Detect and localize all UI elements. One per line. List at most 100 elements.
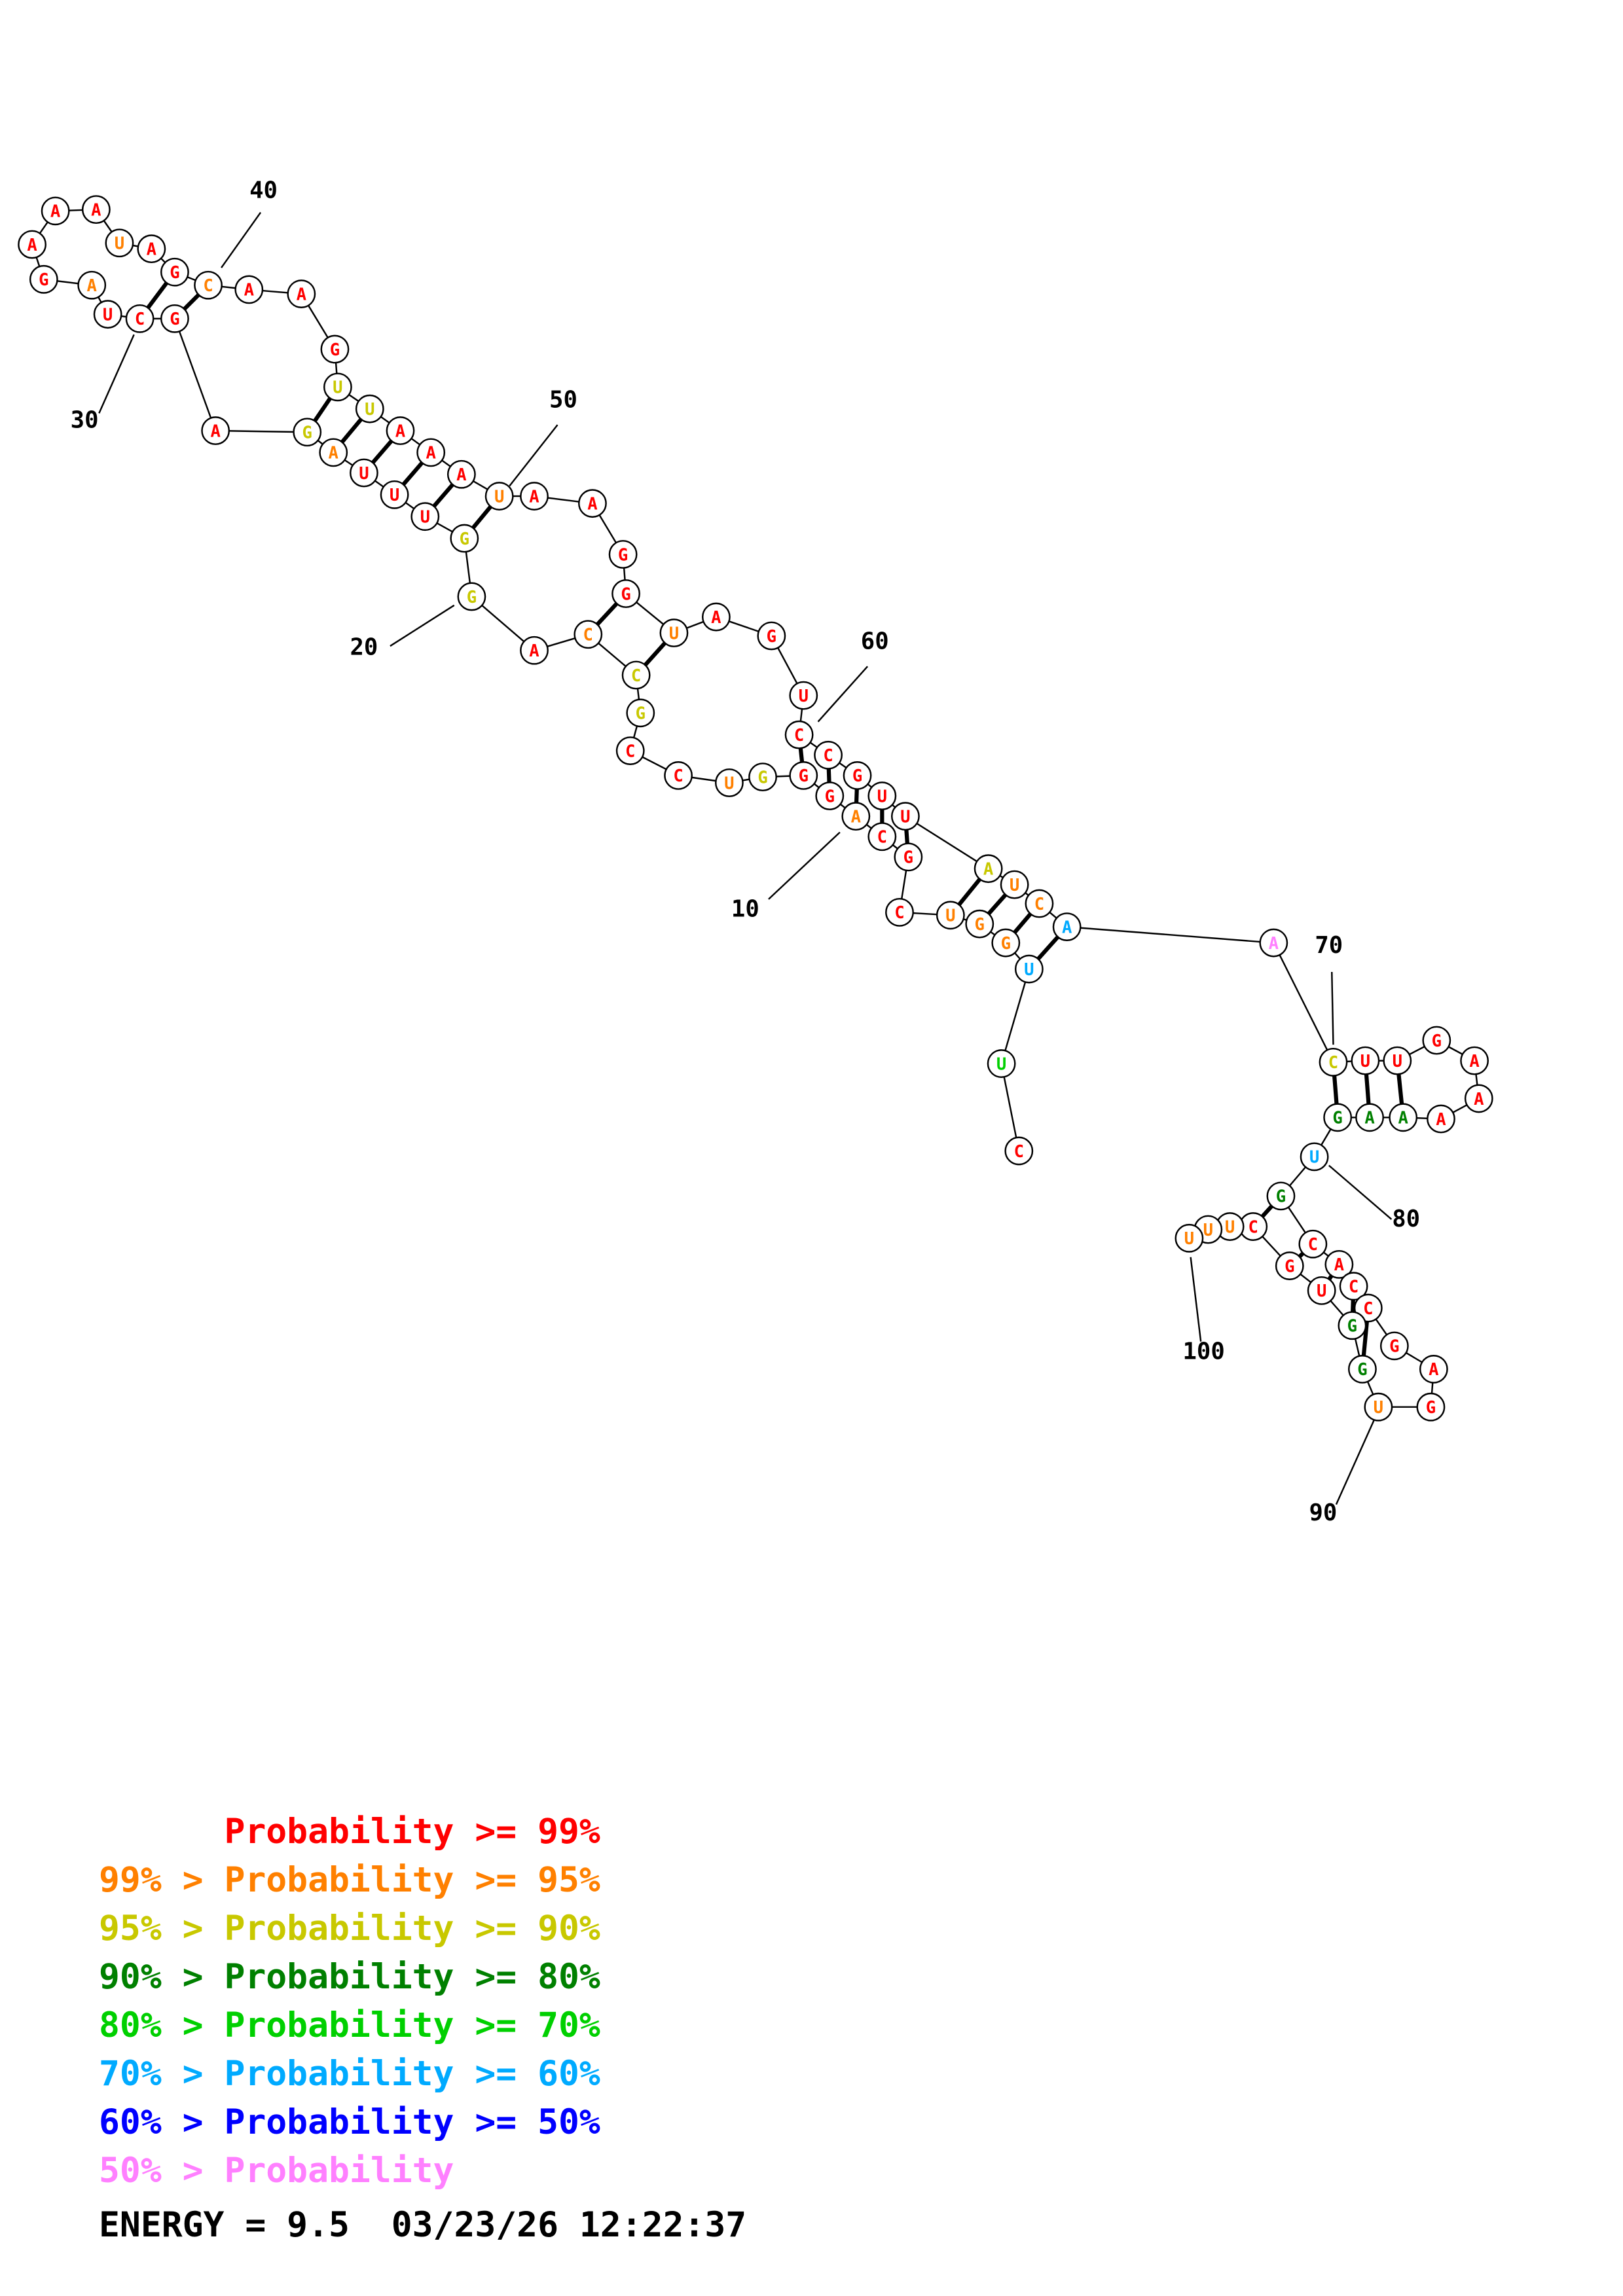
nucleotide-letter: C — [823, 746, 833, 766]
nucleotide-letter: G — [757, 768, 767, 787]
nucleotide: A — [416, 438, 446, 467]
nucleotide-letter: U — [1184, 1229, 1194, 1249]
nucleotide: G — [1379, 1331, 1409, 1361]
nucleotide: A — [578, 489, 607, 518]
nucleotide: C — [1339, 1272, 1368, 1301]
legend-row: 95% > Probability >= 90% — [99, 1909, 600, 1948]
nucleotide-letter: A — [529, 641, 539, 661]
nucleotide-letter: C — [1034, 895, 1044, 914]
nucleotide-letter: A — [426, 444, 435, 463]
nucleotide-letter: A — [1334, 1255, 1344, 1275]
nucleotide: G — [608, 540, 638, 569]
backbone-segment — [1000, 969, 1030, 1064]
nucleotide-letter: U — [420, 508, 430, 528]
legend-row: 90% > Probability >= 80% — [99, 1957, 600, 1997]
backbone-segment — [173, 318, 217, 431]
position-label: 100 — [1183, 1338, 1225, 1365]
nucleotide: U — [323, 372, 352, 402]
probability-legend: Probability >= 99% 99% > Probability >= 9… — [99, 1808, 600, 2195]
nucleotide-letter: A — [1436, 1110, 1446, 1130]
nucleotide: G — [843, 761, 872, 790]
nucleotide-letter: A — [147, 240, 156, 259]
nucleotide: U — [1014, 954, 1044, 984]
nucleotide-letter: U — [359, 464, 369, 484]
nucleotide: A — [137, 234, 166, 264]
position-label: 20 — [350, 634, 378, 660]
nucleotide-letter: U — [1309, 1148, 1319, 1168]
nucleotide: G — [1266, 1181, 1296, 1211]
nucleotide-letter: U — [1393, 1052, 1402, 1071]
nucleotide: C — [621, 660, 651, 690]
nucleotide-letter: U — [1203, 1221, 1213, 1240]
nucleotide-letter: C — [135, 310, 145, 329]
nucleotide-letter: G — [799, 766, 809, 786]
nucleotide: A — [201, 416, 230, 445]
nucleotide: U — [987, 1049, 1016, 1078]
nucleotide: G — [894, 842, 923, 872]
label-leader-line — [509, 424, 558, 487]
nucleotide-letter: A — [1269, 934, 1279, 954]
nucleotide: C — [574, 620, 603, 649]
nucleotide-letter: A — [395, 422, 405, 441]
nucleotide: A — [1419, 1355, 1448, 1384]
nucleotide: U — [484, 482, 514, 511]
nucleotide: C — [664, 761, 693, 790]
nucleotide-letter: U — [945, 906, 955, 926]
nucleotide-letter: G — [636, 704, 646, 724]
backbone-segment — [905, 816, 989, 870]
nucleotide: G — [748, 762, 777, 792]
nucleotide-letter: A — [1469, 1052, 1479, 1071]
nucleotide-letter: G — [621, 584, 630, 604]
nucleotide: U — [659, 619, 689, 647]
nucleotide-letter: A — [86, 276, 96, 296]
nucleotide: A — [386, 416, 415, 445]
nucleotide-letter: U — [333, 378, 342, 398]
nucleotide: G — [757, 621, 786, 651]
nucleotide: G — [29, 264, 58, 294]
nucleotide-letter: C — [583, 626, 593, 645]
label-leader-line — [768, 831, 841, 900]
nucleotide: A — [77, 270, 107, 300]
nucleotide: G — [457, 582, 486, 611]
nucleotide: U — [355, 394, 384, 423]
nucleotide-letter: G — [170, 310, 179, 329]
nucleotide-letter: C — [631, 666, 641, 686]
position-label: 40 — [249, 177, 278, 204]
nucleotide-letter: G — [825, 787, 835, 806]
nucleotide-letter: C — [1349, 1278, 1359, 1297]
nucleotide: G — [293, 418, 322, 447]
nucleotide-letter: C — [1308, 1235, 1318, 1255]
nucleotide: A — [81, 195, 111, 224]
nucleotide: C — [814, 740, 843, 770]
nucleotide: G — [815, 781, 845, 810]
nucleotide-letter: C — [673, 766, 683, 786]
backbone-segment — [1273, 942, 1334, 1063]
nucleotide: G — [789, 761, 818, 790]
nucleotide-letter: A — [210, 422, 220, 441]
nucleotide-letter: A — [50, 202, 60, 222]
nucleotide-letter: G — [975, 915, 985, 935]
nucleotide: G — [450, 524, 479, 553]
nucleotide-letter: C — [894, 903, 904, 923]
nucleotide: U — [1351, 1046, 1380, 1075]
nucleotide-letter: A — [244, 281, 254, 300]
nucleotide: C — [615, 736, 645, 765]
nucleotide-letter: A — [456, 465, 466, 485]
nucleotide: C — [867, 822, 897, 852]
nucleotide-letter: U — [996, 1054, 1006, 1074]
position-label: 50 — [549, 386, 577, 413]
nucleotide-letter: G — [302, 423, 312, 443]
nucleotide-letter: A — [851, 807, 861, 827]
nucleotide: C — [1298, 1229, 1328, 1259]
nucleotide-letter: A — [1429, 1360, 1438, 1380]
label-leader-line — [221, 211, 262, 268]
nucleotide-letter: U — [1374, 1398, 1383, 1418]
energy-footer: ENERGY = 9.5 03/23/26 12:22:37 — [99, 2205, 747, 2245]
position-label: 90 — [1309, 1499, 1338, 1526]
nucleotide: C — [125, 304, 155, 333]
nucleotide-letter: A — [1364, 1109, 1374, 1128]
backbone-segment — [1000, 1063, 1020, 1151]
nucleotide-letter: A — [587, 495, 597, 514]
label-leader-line — [1190, 1257, 1202, 1342]
legend-row: 70% > Probability >= 60% — [99, 2054, 600, 2094]
